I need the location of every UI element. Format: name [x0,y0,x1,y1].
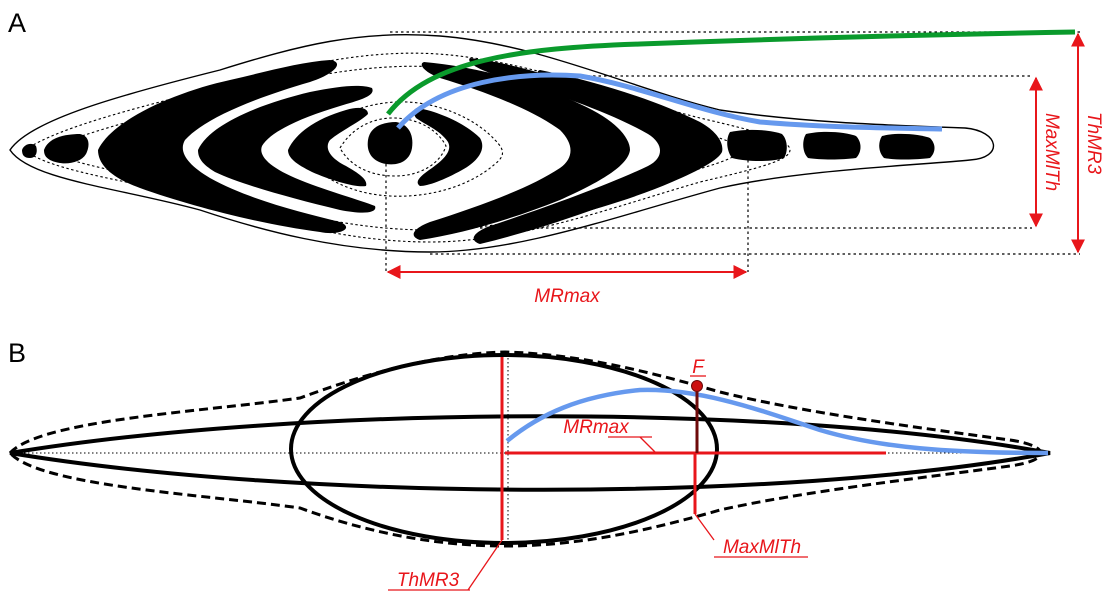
thmr3-leader-b [467,539,503,591]
growth-bands [22,58,935,244]
band-1 [22,143,37,158]
band-3 [98,60,347,234]
f-point-label: F [692,357,705,378]
reference-lines-a [385,31,1080,272]
growth-contour-inner [299,101,504,197]
nucleus [367,122,413,165]
maxmlth-label-a: MaxMlTh [1041,113,1062,191]
mrmax-leader-b-diag [639,436,657,454]
panel-b: B F MRmax MaxMlTh ThMR3 [7,338,1051,591]
band-9 [537,70,723,216]
panel-a-letter: A [8,8,26,38]
mrmax-label-a: MRmax [534,286,601,307]
growth-contour-core [339,117,447,177]
ellipse-shape [289,353,719,545]
dashed-envelope [7,350,1043,548]
blue-growth-curve-b [505,387,1049,456]
band-6 [413,108,483,186]
band-10 [727,129,787,161]
band-4 [198,85,376,213]
blue-growth-curve [396,72,943,132]
thmr3-label-a: ThMR3 [1083,112,1104,175]
point-f-marker [691,380,703,392]
green-growth-curve [386,29,1076,116]
maxmlth-label-b: MaxMlTh [723,537,801,558]
band-7 [413,62,630,240]
band-2 [44,134,89,164]
mrmax-label-b: MRmax [563,417,630,438]
band-12 [879,133,935,160]
panel-b-letter: B [8,338,26,368]
thmr3-label-b: ThMR3 [397,570,460,591]
band-11 [803,131,861,160]
lens-shape [9,414,1051,492]
band-5 [288,107,368,187]
maxmlth-leader-b [694,513,715,541]
panel-a: A [8,8,1104,307]
